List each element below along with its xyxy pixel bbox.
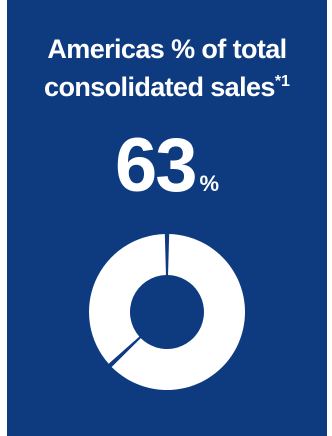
card-title: Americas % of total consolidated sales*1 — [7, 30, 327, 106]
title-footnote-marker: *1 — [274, 73, 290, 90]
title-line-1: Americas % of total — [47, 34, 287, 64]
donut-slice-1 — [111, 234, 245, 390]
donut-slices — [89, 234, 245, 390]
donut-slice-2 — [89, 234, 166, 364]
title-line-2: consolidated sales*1 — [7, 68, 327, 106]
donut-center — [130, 275, 204, 349]
headline-value: 63% — [7, 126, 327, 206]
headline-unit: % — [199, 171, 220, 196]
stat-card: Americas % of total consolidated sales*1… — [7, 0, 327, 436]
headline-number: 63 — [114, 123, 198, 208]
title-line-2-text: consolidated sales — [44, 72, 275, 102]
donut-chart — [89, 234, 245, 390]
